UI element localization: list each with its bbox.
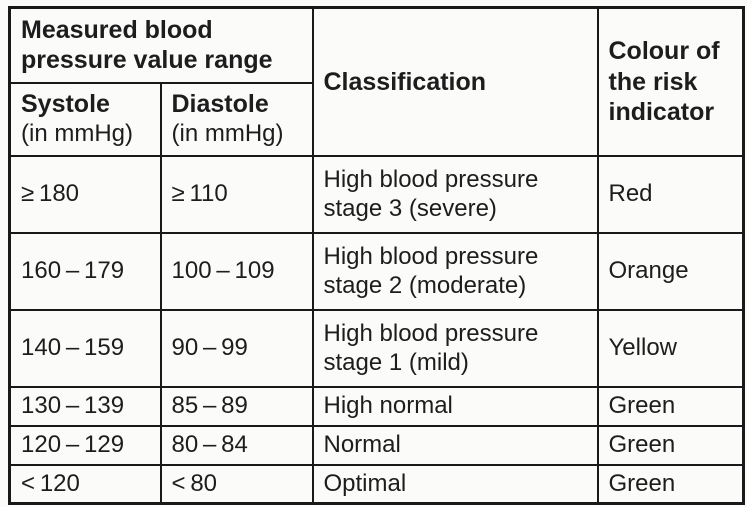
cell-systole: 140 – 159 — [8, 308, 162, 388]
cell-classification: High blood pressure stage 1 (mild) — [311, 308, 599, 388]
cell-classification: High blood pressure stage 2 (moderate) — [311, 231, 599, 311]
header-colour-indicator: Colour of the risk indicator — [596, 6, 745, 157]
cell-diastole: 90 – 99 — [159, 308, 314, 388]
cell-colour: Green — [596, 463, 745, 505]
cell-diastole: < 80 — [159, 463, 314, 505]
cell-systole: 130 – 139 — [8, 385, 162, 427]
header-row-merged: Measured blood pressure value range Clas… — [8, 6, 745, 157]
table-row: 130 – 139 85 – 89 High normal Green — [8, 385, 745, 427]
cell-diastole: ≥ 110 — [159, 154, 314, 234]
cell-systole: ≥ 180 — [8, 154, 162, 234]
cell-colour: Green — [596, 385, 745, 427]
table-row: 120 – 129 80 – 84 Normal Green — [8, 424, 745, 466]
table-row: < 120 < 80 Optimal Green — [8, 463, 745, 505]
cell-colour: Orange — [596, 231, 745, 311]
cell-diastole: 85 – 89 — [159, 385, 314, 427]
table-row: 160 – 179 100 – 109 High blood pressure … — [8, 231, 745, 311]
cell-colour: Red — [596, 154, 745, 234]
header-row-sub: Systole (in mmHg) Diastole (in mmHg) — [8, 81, 744, 157]
bp-classification-table: Measured blood pressure value range Clas… — [8, 6, 745, 505]
table-row: 140 – 159 90 – 99 High blood pressure st… — [8, 308, 745, 388]
header-measured-range: Measured blood pressure value range — [8, 6, 314, 84]
cell-colour: Green — [596, 424, 745, 466]
header-classification: Classification — [311, 6, 599, 157]
cell-classification: Optimal — [311, 463, 599, 505]
cell-classification: Normal — [311, 424, 599, 466]
header-diastole: Diastole (in mmHg) — [159, 81, 314, 157]
cell-classification: High normal — [311, 385, 599, 427]
cell-classification: High blood pressure stage 3 (severe) — [311, 154, 599, 234]
cell-systole: < 120 — [8, 463, 162, 505]
diastole-unit: (in mmHg) — [171, 119, 284, 147]
systole-label: Systole — [21, 90, 110, 119]
table-row: ≥ 180 ≥ 110 High blood pressure stage 3 … — [8, 154, 745, 234]
header-systole: Systole (in mmHg) — [8, 81, 162, 157]
cell-diastole: 80 – 84 — [159, 424, 314, 466]
systole-unit: (in mmHg) — [21, 119, 133, 147]
cell-systole: 120 – 129 — [8, 424, 162, 466]
diastole-label: Diastole — [171, 90, 269, 119]
cell-systole: 160 – 179 — [8, 231, 162, 311]
cell-diastole: 100 – 109 — [159, 231, 314, 311]
cell-colour: Yellow — [596, 308, 745, 388]
